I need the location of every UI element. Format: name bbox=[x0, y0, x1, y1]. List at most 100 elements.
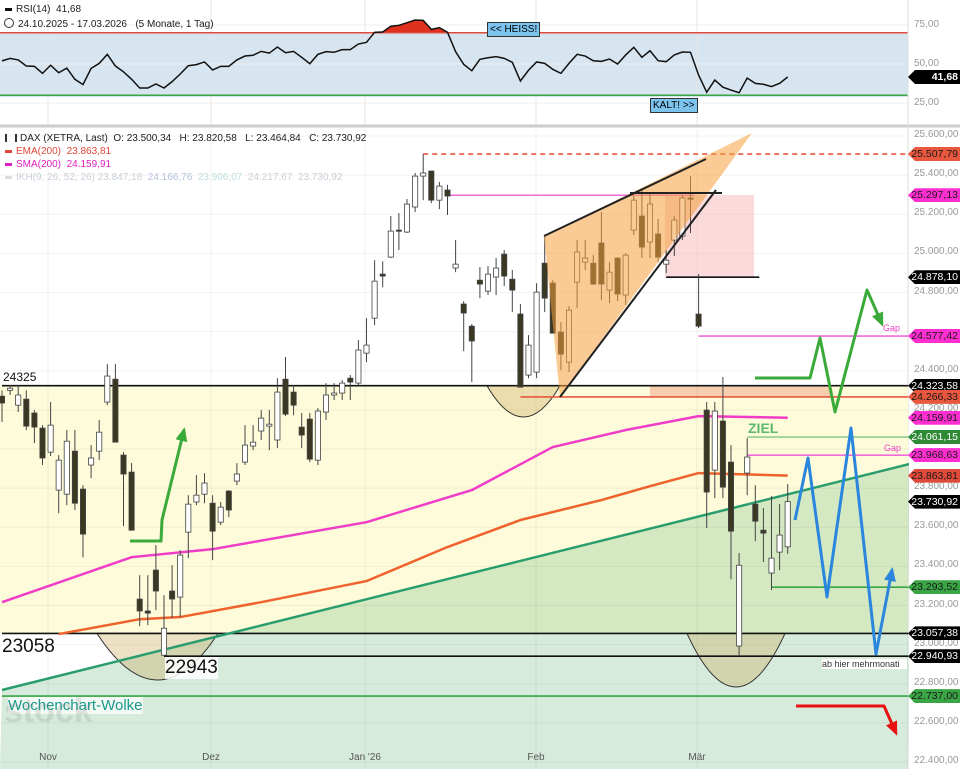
candle-bearish bbox=[428, 170, 435, 201]
gap-label-upper: Gap bbox=[883, 323, 901, 333]
candle-bearish bbox=[444, 189, 451, 197]
candle-bullish bbox=[452, 263, 459, 269]
candle-bullish bbox=[217, 506, 224, 523]
green-arrow-scenario-head bbox=[872, 311, 884, 327]
candle-bearish bbox=[225, 490, 232, 511]
time-tick-label: Mär bbox=[688, 752, 706, 763]
price-tag: 24.577,42 bbox=[908, 329, 960, 344]
price-tag: 23.057,38 bbox=[908, 626, 960, 641]
candle-bullish bbox=[493, 267, 500, 278]
candle-bearish bbox=[298, 426, 305, 436]
candle-bullish bbox=[403, 203, 410, 233]
candle-bearish bbox=[282, 378, 289, 415]
rsi-legend: RSI(14) 41,68 bbox=[5, 4, 81, 15]
candle-bearish bbox=[0, 395, 5, 404]
candle-bearish bbox=[468, 325, 475, 342]
candle-bearish bbox=[703, 409, 710, 493]
candle-bearish bbox=[460, 303, 467, 314]
time-tick-label: Jan '26 bbox=[349, 752, 381, 763]
candle-bullish bbox=[331, 392, 338, 396]
price-tick-label: 22.800,00 bbox=[914, 676, 959, 688]
candle-bearish bbox=[395, 229, 402, 232]
candle-bearish bbox=[290, 391, 297, 406]
sma-swatch bbox=[5, 162, 12, 166]
sma-legend: SMA(200) 24.159,91 bbox=[5, 159, 111, 170]
candle-bearish bbox=[39, 427, 46, 459]
candles-icon bbox=[5, 134, 17, 142]
sma-value: 24.159,91 bbox=[66, 159, 112, 170]
candle-bearish bbox=[23, 398, 30, 427]
candle-bearish bbox=[152, 569, 159, 592]
ikh-value: 23.730,92 bbox=[297, 172, 343, 183]
price-tick-label: 23.200,00 bbox=[914, 598, 959, 610]
candle-bullish bbox=[88, 457, 95, 466]
candle-bearish bbox=[136, 598, 143, 612]
candle-bullish bbox=[436, 185, 443, 201]
candle-bullish bbox=[484, 273, 491, 292]
candle-bearish bbox=[144, 610, 151, 614]
ikh-label: IKH(9, 26, 52, 26) bbox=[16, 172, 95, 183]
blue-arrow-scenario-head bbox=[884, 567, 896, 582]
candle-bullish bbox=[525, 344, 532, 376]
price-tick-label: 23.000,00 bbox=[914, 637, 959, 649]
price-tag: 24.266,33 bbox=[908, 389, 960, 404]
candle-bearish bbox=[31, 412, 38, 428]
price-tag: 23.968,63 bbox=[908, 448, 960, 463]
candle-bullish bbox=[314, 410, 321, 461]
price-tick-label: 25.400,00 bbox=[914, 168, 959, 180]
price-tick-label: 24.200,00 bbox=[914, 402, 959, 414]
candle-bullish bbox=[663, 259, 670, 265]
rsi-tick: 50,00 bbox=[914, 58, 940, 69]
candle-bullish bbox=[7, 387, 14, 391]
green-arrow-left-head bbox=[175, 427, 188, 443]
ikh-legend: IKH(9, 26, 52, 26) 23.847,18 24.166,76 2… bbox=[5, 172, 342, 183]
watermark-logo: stock bbox=[4, 692, 93, 730]
candle-bearish bbox=[541, 262, 548, 299]
candle-bearish bbox=[209, 502, 216, 532]
red-arrow-scenario-head bbox=[886, 720, 898, 736]
candle-bullish bbox=[355, 349, 362, 384]
candle-bullish bbox=[160, 627, 167, 656]
price-tag: 23.730,92 bbox=[908, 494, 960, 509]
candle-bearish bbox=[80, 488, 87, 535]
candle-bullish bbox=[55, 459, 62, 491]
rsi-tick: 25,00 bbox=[914, 97, 940, 108]
rsi-neutral-band bbox=[0, 33, 908, 97]
rising-wedge-fill bbox=[544, 133, 752, 397]
candle-bullish bbox=[96, 431, 103, 452]
candle-bullish bbox=[736, 564, 743, 647]
resistance-band bbox=[650, 385, 830, 397]
candle-bullish bbox=[233, 473, 240, 482]
bottom-bowl-middle bbox=[486, 385, 561, 418]
candle-bearish bbox=[509, 278, 516, 291]
blue-arrow-scenario bbox=[793, 426, 894, 656]
gap-label-lower: Gap bbox=[884, 443, 902, 453]
candle-bullish bbox=[768, 557, 775, 574]
price-tag: 23.293,52 bbox=[908, 580, 960, 595]
candle-bearish bbox=[728, 461, 735, 532]
clock-icon bbox=[4, 18, 14, 28]
price-tick-label: 25.000,00 bbox=[914, 246, 959, 258]
resistance-label: 24325 bbox=[3, 370, 37, 384]
candle-bullish bbox=[371, 280, 378, 319]
candle-bullish bbox=[201, 482, 208, 495]
candle-bullish bbox=[784, 501, 791, 548]
low-label: 22943 bbox=[165, 657, 218, 679]
rsi-value-badge: 41,68 bbox=[908, 70, 960, 84]
ema-swatch bbox=[5, 149, 12, 153]
hot-label: << HEISS! bbox=[487, 22, 541, 37]
price-legend: DAX (XETRA, Last) O: 23.500,34 H: 23.820… bbox=[5, 133, 366, 144]
candle-bearish bbox=[128, 471, 135, 531]
candle-bullish bbox=[776, 534, 783, 553]
candle-bearish bbox=[112, 378, 119, 443]
weekly-cloud-zone bbox=[0, 464, 910, 769]
cloud-label: Wochenchart-Wolke bbox=[8, 697, 143, 714]
price-tick-label: 23.600,00 bbox=[914, 520, 959, 532]
candle-bullish bbox=[339, 382, 346, 394]
candle-bullish bbox=[412, 175, 419, 208]
price-tick-label: 22.600,00 bbox=[914, 715, 959, 727]
candle-bullish bbox=[193, 494, 200, 503]
bottom-bowl-right bbox=[686, 632, 786, 688]
candle-bullish bbox=[185, 503, 192, 533]
